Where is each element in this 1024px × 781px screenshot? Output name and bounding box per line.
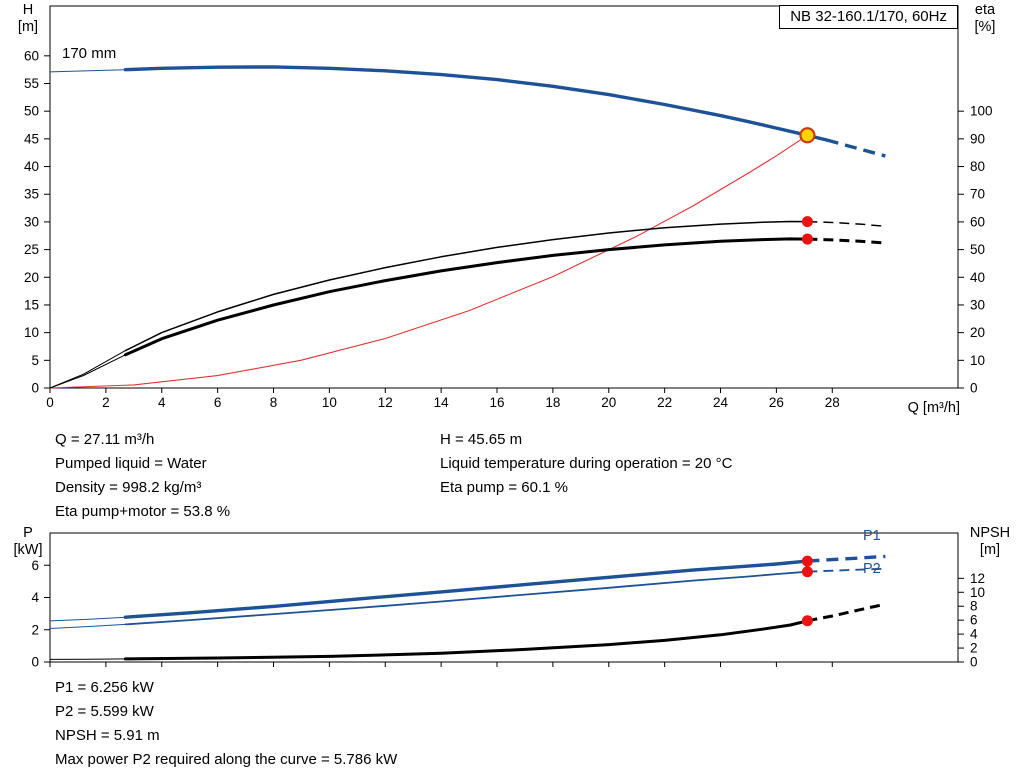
svg-text:45: 45: [24, 131, 39, 146]
svg-text:40: 40: [970, 270, 985, 285]
svg-text:2: 2: [31, 622, 39, 637]
svg-text:20: 20: [970, 325, 985, 340]
svg-text:10: 10: [970, 585, 985, 600]
svg-text:6: 6: [214, 395, 222, 410]
svg-text:4: 4: [31, 590, 39, 605]
svg-text:50: 50: [24, 104, 39, 119]
svg-text:16: 16: [489, 395, 504, 410]
svg-text:10: 10: [24, 325, 39, 340]
svg-text:60: 60: [24, 48, 39, 63]
svg-text:2: 2: [970, 641, 978, 656]
eta-pump-readout: Eta pump = 60.1 %: [440, 479, 568, 496]
svg-text:0: 0: [46, 395, 54, 410]
power-info-block: P1 = 6.256 kW P2 = 5.599 kW NPSH = 5.91 …: [55, 676, 397, 772]
svg-text:24: 24: [713, 395, 729, 410]
svg-text:55: 55: [24, 76, 39, 91]
svg-text:30: 30: [24, 214, 39, 229]
p2-curve-label: P2: [863, 561, 881, 577]
svg-text:18: 18: [545, 395, 560, 410]
h-axis-label: H [m]: [0, 2, 56, 36]
npsh-readout: NPSH = 5.91 m: [55, 727, 160, 744]
svg-text:0: 0: [970, 655, 978, 670]
svg-text:60: 60: [970, 214, 985, 229]
pump-model-badge: NB 32-160.1/170, 60Hz: [779, 5, 958, 29]
svg-text:0: 0: [31, 381, 39, 396]
svg-text:8: 8: [270, 395, 278, 410]
svg-text:2: 2: [102, 395, 110, 410]
svg-text:90: 90: [970, 131, 985, 146]
max-power-readout: Max power P2 required along the curve = …: [55, 751, 398, 768]
svg-text:6: 6: [31, 558, 39, 573]
eta-axis-label-line1: eta: [974, 2, 996, 18]
p-axis-label-line1: P: [23, 525, 33, 541]
svg-text:15: 15: [24, 297, 39, 312]
svg-text:28: 28: [825, 395, 840, 410]
svg-text:5: 5: [31, 353, 39, 368]
svg-text:12: 12: [970, 571, 985, 586]
svg-text:100: 100: [970, 104, 993, 119]
svg-text:14: 14: [434, 395, 450, 410]
svg-text:8: 8: [970, 599, 978, 614]
eta-axis-label: eta [%]: [962, 2, 1008, 36]
svg-text:20: 20: [601, 395, 616, 410]
svg-text:0: 0: [970, 381, 978, 396]
svg-text:6: 6: [970, 613, 978, 628]
density-readout: Density = 998.2 kg/m³: [55, 479, 202, 496]
npsh-axis-label: NPSH [m]: [962, 525, 1018, 559]
svg-text:22: 22: [657, 395, 672, 410]
p1-readout: P1 = 6.256 kW: [55, 679, 154, 696]
p2-readout: P2 = 5.599 kW: [55, 703, 154, 720]
head-readout: H = 45.65 m: [440, 431, 523, 448]
svg-text:30: 30: [970, 297, 985, 312]
svg-text:20: 20: [24, 270, 39, 285]
impeller-size-label: 170 mm: [62, 45, 117, 62]
svg-text:80: 80: [970, 159, 985, 174]
svg-text:26: 26: [769, 395, 784, 410]
liquid-temp-readout: Liquid temperature during operation = 20…: [440, 455, 733, 472]
eta-axis-label-line2: [%]: [974, 19, 996, 35]
pumped-liquid-readout: Pumped liquid = Water: [55, 455, 207, 472]
eta-pump-motor-readout: Eta pump+motor = 53.8 %: [55, 503, 231, 520]
q-axis-label: Q [m³/h]: [907, 400, 960, 416]
p1-curve-label: P1: [863, 528, 881, 544]
npsh-axis-label-line2: [m]: [979, 542, 1001, 558]
svg-text:4: 4: [970, 627, 978, 642]
p-axis-label: P [kW]: [0, 525, 56, 559]
duty-info-column-2: H = 45.65 m Liquid temperature during op…: [440, 428, 732, 500]
svg-text:10: 10: [970, 353, 985, 368]
duty-info-column-1: Q = 27.11 m³/h Pumped liquid = Water Den…: [55, 428, 230, 524]
svg-text:50: 50: [970, 242, 985, 257]
h-axis-label-line2: [m]: [17, 19, 39, 35]
npsh-axis-label-line1: NPSH: [969, 525, 1011, 541]
svg-text:70: 70: [970, 187, 985, 202]
svg-text:35: 35: [24, 187, 39, 202]
svg-text:40: 40: [24, 159, 39, 174]
svg-text:10: 10: [322, 395, 337, 410]
h-axis-label-line1: H: [22, 2, 34, 18]
svg-text:25: 25: [24, 242, 39, 257]
svg-text:4: 4: [158, 395, 166, 410]
svg-text:12: 12: [378, 395, 393, 410]
flow-readout: Q = 27.11 m³/h: [55, 431, 155, 448]
p-axis-label-line2: [kW]: [13, 542, 43, 558]
svg-text:0: 0: [31, 655, 39, 670]
